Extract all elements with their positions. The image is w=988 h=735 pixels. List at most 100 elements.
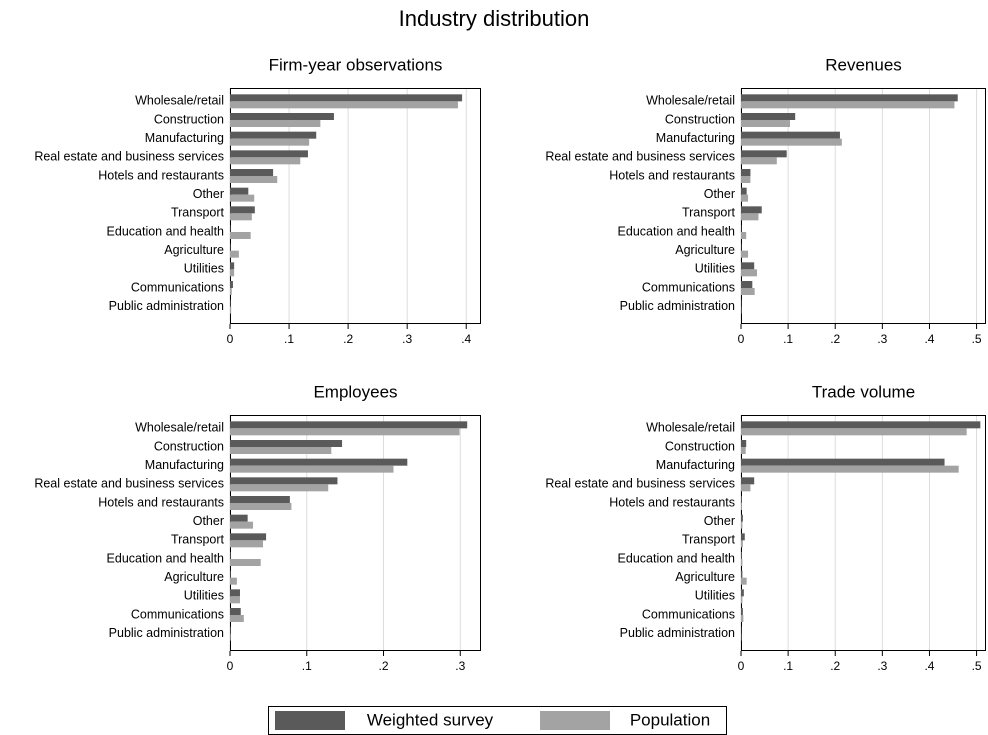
plot-frame <box>230 88 481 324</box>
x-tick-label: .3 <box>402 332 412 346</box>
bar <box>741 131 840 139</box>
y-tick-label: Agriculture <box>675 243 735 257</box>
bar <box>741 465 959 473</box>
bar <box>741 187 747 195</box>
bar <box>230 101 458 109</box>
bar <box>741 232 747 239</box>
bar <box>741 447 746 454</box>
legend-label: Weighted survey <box>367 710 494 729</box>
x-tick-label: .3 <box>877 659 887 673</box>
y-tick-label: Utilities <box>184 589 224 603</box>
y-tick-label: Agriculture <box>164 243 224 257</box>
plot-frame <box>741 88 986 324</box>
y-tick-label: Communications <box>642 607 735 621</box>
bar <box>230 113 334 120</box>
bar <box>230 428 460 436</box>
y-tick-label: Education and health <box>618 224 736 238</box>
bar <box>741 496 742 503</box>
bar <box>230 306 232 314</box>
bar <box>741 615 744 622</box>
y-tick-label: Hotels and restaurants <box>609 495 735 509</box>
x-tick-label: .4 <box>924 659 934 673</box>
y-tick-label: Transport <box>171 533 225 547</box>
x-tick-label: .4 <box>461 332 471 346</box>
x-tick-label: .3 <box>455 659 465 673</box>
bar <box>741 206 762 214</box>
bar <box>230 243 231 251</box>
bar <box>230 225 231 232</box>
y-tick-label: Hotels and restaurants <box>609 168 735 182</box>
y-tick-label: Public administration <box>620 626 735 640</box>
bar <box>230 440 343 447</box>
y-tick-label: Transport <box>171 206 225 220</box>
bar <box>741 559 743 566</box>
y-tick-label: Other <box>704 514 735 528</box>
bar <box>230 169 274 176</box>
bar <box>741 169 751 176</box>
bar <box>741 157 777 165</box>
bar <box>230 608 241 615</box>
y-tick-label: Other <box>193 514 224 528</box>
bar <box>741 589 744 597</box>
x-tick-label: 0 <box>227 659 234 673</box>
x-tick-label: .1 <box>783 332 793 346</box>
bar <box>741 540 743 548</box>
y-tick-label: Other <box>193 187 224 201</box>
bar <box>230 94 463 102</box>
y-tick-label: Hotels and restaurants <box>98 495 224 509</box>
bar <box>741 150 787 158</box>
bar <box>230 299 231 307</box>
bar <box>230 458 408 466</box>
legend-swatch <box>275 711 345 730</box>
bar <box>230 633 231 641</box>
bar <box>741 608 743 615</box>
bar <box>230 213 252 221</box>
bar <box>230 131 317 139</box>
bar <box>741 577 747 585</box>
bar <box>230 496 290 503</box>
bar <box>230 232 251 239</box>
x-tick-label: .1 <box>302 659 312 673</box>
x-tick-label: .2 <box>343 332 353 346</box>
y-tick-label: Wholesale/retail <box>135 94 224 108</box>
x-tick-label: .4 <box>924 332 934 346</box>
bar <box>741 596 743 604</box>
y-tick-label: Public administration <box>109 299 224 313</box>
bar <box>230 570 231 578</box>
bar <box>230 281 233 288</box>
bar <box>741 288 755 295</box>
bar <box>230 447 332 454</box>
bar <box>230 138 310 146</box>
panel-title: Revenues <box>825 55 902 74</box>
bar <box>230 206 255 214</box>
legend-swatch <box>540 711 610 730</box>
y-tick-label: Wholesale/retail <box>135 421 224 435</box>
y-tick-label: Hotels and restaurants <box>98 168 224 182</box>
y-tick-label: Public administration <box>620 299 735 313</box>
bar <box>230 615 244 622</box>
y-tick-label: Construction <box>665 439 735 453</box>
bar <box>741 120 790 127</box>
bar <box>741 262 755 270</box>
main-title: Industry distribution <box>399 6 590 31</box>
bar <box>741 533 745 541</box>
y-tick-label: Education and health <box>107 224 225 238</box>
bar <box>230 150 308 158</box>
y-tick-label: Education and health <box>107 551 225 565</box>
y-tick-label: Agriculture <box>164 570 224 584</box>
y-tick-label: Agriculture <box>675 570 735 584</box>
bar <box>230 194 255 202</box>
y-tick-label: Construction <box>665 112 735 126</box>
x-tick-label: .2 <box>830 659 840 673</box>
bar <box>741 552 742 559</box>
bar <box>230 120 321 127</box>
x-tick-label: .2 <box>379 659 389 673</box>
bar <box>741 503 742 510</box>
bar <box>741 458 945 466</box>
y-tick-label: Communications <box>131 607 224 621</box>
bar <box>230 477 338 485</box>
bar <box>230 552 231 559</box>
bar <box>230 577 237 585</box>
